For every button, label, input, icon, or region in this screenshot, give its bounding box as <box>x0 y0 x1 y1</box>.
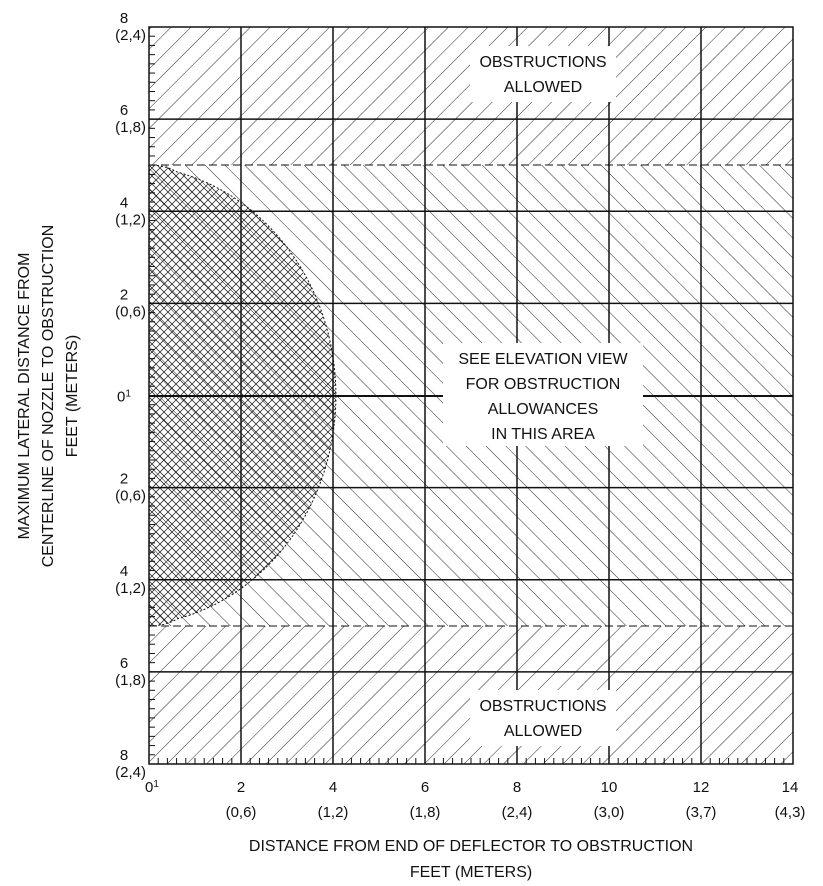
y-tick-label-meters: (0,6) <box>115 303 146 320</box>
center-label-line3: ALLOWANCES <box>488 401 599 418</box>
top-label-line2: ALLOWED <box>504 79 582 96</box>
x-tick-label-meters: (2,4) <box>502 804 533 821</box>
top-label-line1: OBSTRUCTIONS <box>479 54 606 71</box>
x-tick-label-feet: 01 <box>145 779 159 797</box>
y-tick-label-meters: (0,6) <box>115 488 146 505</box>
x-tick-label-meters: (0,6) <box>226 804 257 821</box>
bottom-label-box <box>470 690 616 746</box>
bottom-label-line2: ALLOWED <box>504 723 582 740</box>
y-tick-label-sup: 1 <box>125 388 131 399</box>
center-label-box <box>443 343 643 446</box>
center-label-line4: IN THIS AREA <box>491 426 595 443</box>
grid <box>149 27 793 764</box>
x-axis-labels: 01 2 (0,6) 4 (1,2) 6 (1,8) 8 (2,4) 10 (3,0) 12 (3,7)… <box>145 779 805 822</box>
y-tick-label-feet: 6 <box>120 102 128 119</box>
x-tick-label-feet: 8 <box>513 779 521 796</box>
y-axis-title-line2: CENTERLINE OF NOZZLE TO OBSTRUCTION <box>40 225 57 568</box>
y-tick-label-meters: (1,8) <box>115 119 146 136</box>
y-tick-label-feet: 2 <box>120 286 128 303</box>
bottom-label-line1: OBSTRUCTIONS <box>479 698 606 715</box>
x-tick-label-feet: 10 <box>601 779 618 796</box>
x-tick-label-feet: 2 <box>237 779 245 796</box>
x-tick-label-meters: (1,8) <box>410 804 441 821</box>
y-tick-label-feet: 2 <box>120 471 128 488</box>
x-tick-label-feet: 6 <box>421 779 429 796</box>
y-tick-label-meters: (1,2) <box>115 211 146 228</box>
y-tick-label-feet: 4 <box>120 194 128 211</box>
minor-ticks <box>148 26 794 765</box>
x-tick-label-meters: (1,2) <box>318 804 349 821</box>
x-tick-label-feet: 14 <box>782 779 799 796</box>
y-tick-label-feet: 6 <box>120 655 128 672</box>
center-label-line1: SEE ELEVATION VIEW <box>458 351 628 368</box>
top-label-box <box>470 46 616 102</box>
y-tick-label-feet: 8 <box>120 747 128 764</box>
center-label-line2: FOR OBSTRUCTION <box>466 376 621 393</box>
y-tick-label-meters: (1,8) <box>115 672 146 689</box>
y-axis-labels: 8(2,4)6(1,8)4(1,2)2(0,6)012(0,6)4(1,2)6(… <box>115 10 146 781</box>
x-tick-label-sup: 1 <box>153 779 159 790</box>
x-axis-title-line1: DISTANCE FROM END OF DEFLECTOR TO OBSTRU… <box>249 838 693 855</box>
x-axis-title-line2: FEET (METERS) <box>410 864 532 881</box>
y-tick-label-feet: 4 <box>120 563 128 580</box>
x-tick-label-meters: (3,0) <box>594 804 625 821</box>
y-tick-label-meters: (2,4) <box>115 764 146 781</box>
y-tick-label-feet: 8 <box>120 10 128 27</box>
y-axis-title-line1: MAXIMUM LATERAL DISTANCE FROM <box>16 253 33 540</box>
x-tick-label-meters: (3,7) <box>686 804 717 821</box>
x-tick-label-feet: 12 <box>693 779 710 796</box>
y-tick-label-meters: (1,2) <box>115 580 146 597</box>
x-tick-label-meters: (4,3) <box>775 804 806 821</box>
x-tick-label-feet: 4 <box>329 779 337 796</box>
y-tick-label-meters: (2,4) <box>115 27 146 44</box>
y-tick-label-feet: 01 <box>117 388 131 406</box>
y-axis-title-line3: FEET (METERS) <box>64 335 81 457</box>
